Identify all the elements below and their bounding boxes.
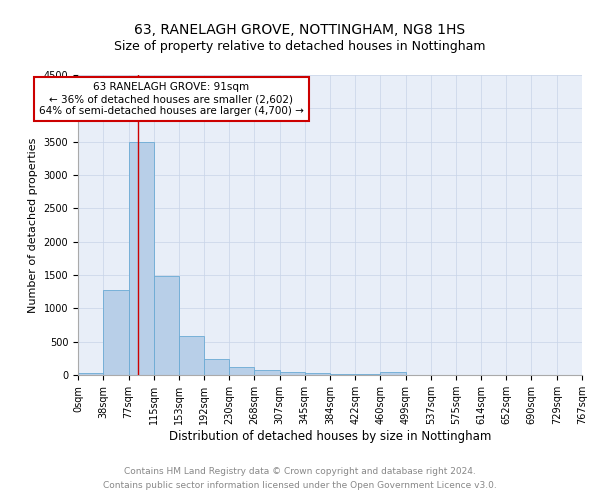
Text: Contains public sector information licensed under the Open Government Licence v3: Contains public sector information licen… bbox=[103, 481, 497, 490]
Bar bbox=[78, 373, 103, 375]
Bar bbox=[179, 336, 204, 375]
Bar bbox=[128, 142, 154, 375]
Bar bbox=[229, 367, 254, 375]
Bar bbox=[280, 372, 305, 375]
Bar bbox=[305, 373, 331, 375]
Bar bbox=[355, 374, 380, 375]
Text: 63 RANELAGH GROVE: 91sqm
← 36% of detached houses are smaller (2,602)
64% of sem: 63 RANELAGH GROVE: 91sqm ← 36% of detach… bbox=[39, 82, 304, 116]
Y-axis label: Number of detached properties: Number of detached properties bbox=[28, 138, 38, 312]
X-axis label: Distribution of detached houses by size in Nottingham: Distribution of detached houses by size … bbox=[169, 430, 491, 443]
Text: Size of property relative to detached houses in Nottingham: Size of property relative to detached ho… bbox=[114, 40, 486, 53]
Bar bbox=[380, 372, 406, 375]
Bar bbox=[154, 276, 179, 375]
Bar bbox=[204, 359, 229, 375]
Bar bbox=[254, 370, 280, 375]
Bar bbox=[103, 290, 128, 375]
Text: 63, RANELAGH GROVE, NOTTINGHAM, NG8 1HS: 63, RANELAGH GROVE, NOTTINGHAM, NG8 1HS bbox=[134, 22, 466, 36]
Text: Contains HM Land Registry data © Crown copyright and database right 2024.: Contains HM Land Registry data © Crown c… bbox=[124, 467, 476, 476]
Bar bbox=[331, 374, 355, 375]
